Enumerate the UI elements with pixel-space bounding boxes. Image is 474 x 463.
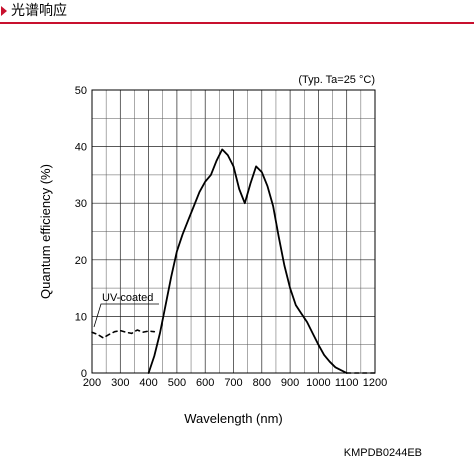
x-tick-label: 400 bbox=[139, 377, 157, 389]
x-tick-label: 500 bbox=[168, 377, 186, 389]
x-tick-label: 900 bbox=[281, 377, 299, 389]
x-tick-label: 300 bbox=[111, 377, 129, 389]
x-axis-title: Wavelength (nm) bbox=[184, 411, 283, 426]
x-tick-label: 1200 bbox=[363, 377, 387, 389]
series-line-solid bbox=[147, 148, 348, 374]
y-tick-label: 50 bbox=[75, 85, 87, 97]
y-tick-labels: 0 10 20 30 40 50 bbox=[75, 85, 87, 380]
y-axis-title: Quantum efficiency (%) bbox=[38, 164, 53, 299]
uv-coated-leader-line bbox=[93, 303, 159, 328]
uv-coated-label: UV-coated bbox=[102, 292, 153, 304]
y-tick-label: 10 bbox=[75, 311, 87, 323]
y-tick-label: 30 bbox=[75, 198, 87, 210]
y-tick-label: 40 bbox=[75, 142, 87, 154]
condition-note: (Typ. Ta=25 °C) bbox=[298, 74, 375, 86]
diagram-code: KMPDB0244EB bbox=[344, 447, 422, 459]
section-title: 光谱响应 bbox=[11, 3, 67, 19]
y-tick-label: 20 bbox=[75, 255, 87, 267]
chart-grid bbox=[91, 89, 376, 374]
x-tick-label: 700 bbox=[224, 377, 242, 389]
plot-frame bbox=[91, 89, 376, 374]
x-tick-label: 1000 bbox=[306, 377, 330, 389]
x-tick-labels: 200 300 400 500 600 700 800 900 1000 1100 1200 bbox=[83, 377, 387, 389]
x-tick-label: 200 bbox=[83, 377, 101, 389]
x-tick-label: 1100 bbox=[335, 377, 359, 389]
uv-coated-annotation: UV-coated bbox=[93, 292, 159, 328]
triangle-marker-icon bbox=[1, 6, 7, 16]
header-divider bbox=[0, 22, 474, 24]
x-tick-label: 600 bbox=[196, 377, 214, 389]
series-line-dashed bbox=[91, 329, 156, 339]
x-tick-label: 800 bbox=[253, 377, 271, 389]
section-header: 光谱响应 bbox=[0, 0, 474, 26]
y-tick-label: 0 bbox=[81, 368, 87, 380]
